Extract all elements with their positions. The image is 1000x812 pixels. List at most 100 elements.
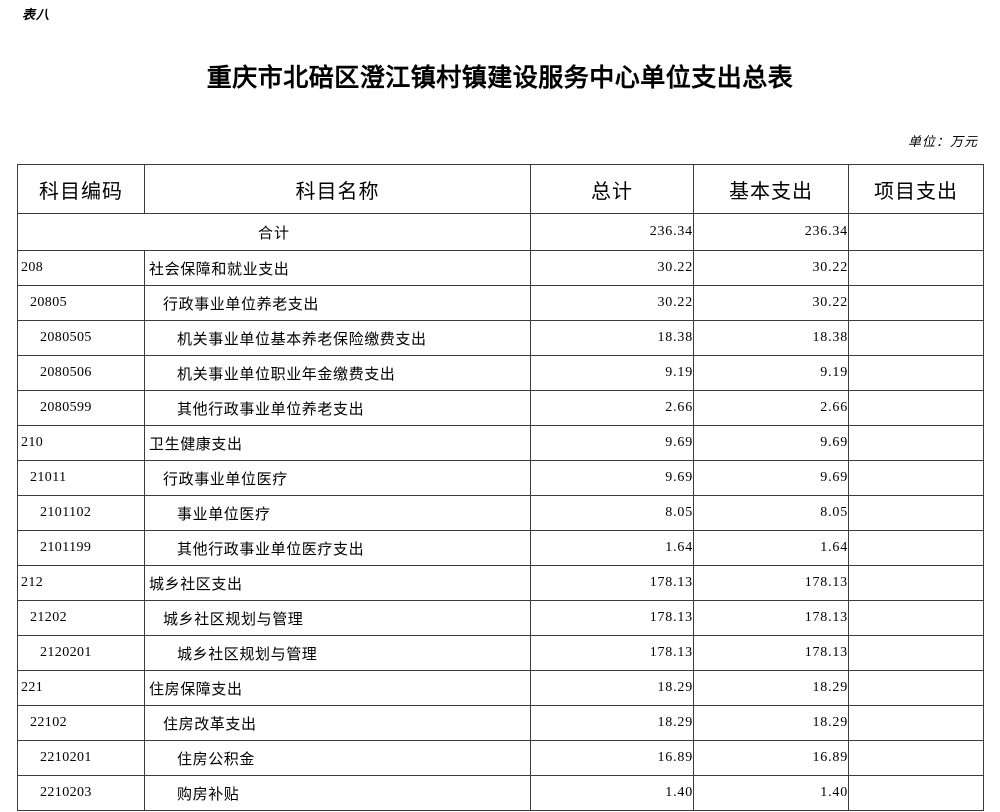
row-name: 住房公积金 <box>144 740 531 776</box>
row-code: 22102 <box>17 705 145 741</box>
row-name: 住房改革支出 <box>144 705 531 741</box>
row-project <box>848 320 984 356</box>
row-basic: 178.13 <box>693 600 849 636</box>
sheet-label: 表八 <box>22 7 51 22</box>
expenditure-summary-table: 科目编码 科目名称 总计 基本支出 项目支出 合计 236.34 236.34 … <box>17 164 984 811</box>
row-code: 210 <box>17 425 145 461</box>
row-total: 1.40 <box>530 775 694 811</box>
total-row-basic: 236.34 <box>693 213 849 251</box>
row-basic: 1.64 <box>693 530 849 566</box>
row-basic: 9.69 <box>693 460 849 496</box>
row-basic: 30.22 <box>693 250 849 286</box>
row-total: 9.69 <box>530 425 694 461</box>
table-row: 2080505 机关事业单位基本养老保险缴费支出 18.38 18.38 <box>17 320 984 356</box>
row-project <box>848 565 984 601</box>
table-row: 2080599 其他行政事业单位养老支出 2.66 2.66 <box>17 390 984 426</box>
row-basic: 9.19 <box>693 355 849 391</box>
row-total: 18.29 <box>530 670 694 706</box>
table-row: 2210203 购房补贴 1.40 1.40 <box>17 775 984 811</box>
row-basic: 178.13 <box>693 635 849 671</box>
row-name: 其他行政事业单位养老支出 <box>144 390 531 426</box>
row-basic: 18.29 <box>693 670 849 706</box>
row-basic: 2.66 <box>693 390 849 426</box>
row-name: 行政事业单位医疗 <box>144 460 531 496</box>
row-code: 221 <box>17 670 145 706</box>
row-name: 机关事业单位职业年金缴费支出 <box>144 355 531 391</box>
row-basic: 18.29 <box>693 705 849 741</box>
row-name: 购房补贴 <box>144 775 531 811</box>
row-name: 卫生健康支出 <box>144 425 531 461</box>
unit-note: 单位：万元 <box>907 134 978 149</box>
row-basic: 8.05 <box>693 495 849 531</box>
budget-table-container: 科目编码 科目名称 总计 基本支出 项目支出 合计 236.34 236.34 … <box>17 164 984 811</box>
column-header-total: 总计 <box>530 164 694 214</box>
row-total: 18.38 <box>530 320 694 356</box>
row-total: 178.13 <box>530 635 694 671</box>
row-project <box>848 390 984 426</box>
table-row: 21011 行政事业单位医疗 9.69 9.69 <box>17 460 984 496</box>
row-name: 行政事业单位养老支出 <box>144 285 531 321</box>
row-code: 20805 <box>17 285 145 321</box>
row-basic: 30.22 <box>693 285 849 321</box>
row-name: 事业单位医疗 <box>144 495 531 531</box>
total-row-label: 合计 <box>17 213 531 251</box>
row-project <box>848 705 984 741</box>
row-project <box>848 775 984 811</box>
row-code: 2101102 <box>17 495 145 531</box>
row-total: 9.69 <box>530 460 694 496</box>
table-row: 2101199 其他行政事业单位医疗支出 1.64 1.64 <box>17 530 984 566</box>
row-total: 30.22 <box>530 285 694 321</box>
column-header-project: 项目支出 <box>848 164 984 214</box>
row-code: 2080506 <box>17 355 145 391</box>
row-name: 社会保障和就业支出 <box>144 250 531 286</box>
table-row: 22102 住房改革支出 18.29 18.29 <box>17 705 984 741</box>
total-row-project <box>848 213 984 251</box>
row-code: 2080599 <box>17 390 145 426</box>
row-total: 30.22 <box>530 250 694 286</box>
row-project <box>848 355 984 391</box>
row-name: 其他行政事业单位医疗支出 <box>144 530 531 566</box>
row-total: 178.13 <box>530 600 694 636</box>
row-project <box>848 600 984 636</box>
row-name: 城乡社区支出 <box>144 565 531 601</box>
table-total-row: 合计 236.34 236.34 <box>17 213 984 251</box>
row-project <box>848 740 984 776</box>
row-total: 2.66 <box>530 390 694 426</box>
column-header-name: 科目名称 <box>144 164 531 214</box>
row-project <box>848 635 984 671</box>
table-row: 212 城乡社区支出 178.13 178.13 <box>17 565 984 601</box>
total-row-total: 236.34 <box>530 213 694 251</box>
row-code: 2080505 <box>17 320 145 356</box>
table-row: 208 社会保障和就业支出 30.22 30.22 <box>17 250 984 286</box>
row-name: 城乡社区规划与管理 <box>144 600 531 636</box>
table-body: 合计 236.34 236.34 208 社会保障和就业支出 30.22 30.22 2… <box>17 213 984 811</box>
row-code: 212 <box>17 565 145 601</box>
table-row: 21202 城乡社区规划与管理 178.13 178.13 <box>17 600 984 636</box>
row-total: 9.19 <box>530 355 694 391</box>
row-project <box>848 670 984 706</box>
table-row: 2101102 事业单位医疗 8.05 8.05 <box>17 495 984 531</box>
row-name: 住房保障支出 <box>144 670 531 706</box>
row-total: 16.89 <box>530 740 694 776</box>
row-basic: 178.13 <box>693 565 849 601</box>
table-row: 2120201 城乡社区规划与管理 178.13 178.13 <box>17 635 984 671</box>
row-code: 21011 <box>17 460 145 496</box>
table-row: 20805 行政事业单位养老支出 30.22 30.22 <box>17 285 984 321</box>
row-total: 178.13 <box>530 565 694 601</box>
table-header-row: 科目编码 科目名称 总计 基本支出 项目支出 <box>17 164 984 214</box>
row-code: 2120201 <box>17 635 145 671</box>
row-name: 机关事业单位基本养老保险缴费支出 <box>144 320 531 356</box>
row-code: 2210201 <box>17 740 145 776</box>
row-total: 8.05 <box>530 495 694 531</box>
table-row: 2080506 机关事业单位职业年金缴费支出 9.19 9.19 <box>17 355 984 391</box>
row-name: 城乡社区规划与管理 <box>144 635 531 671</box>
row-total: 18.29 <box>530 705 694 741</box>
row-code: 21202 <box>17 600 145 636</box>
row-project <box>848 530 984 566</box>
row-project <box>848 495 984 531</box>
row-total: 1.64 <box>530 530 694 566</box>
row-code: 208 <box>17 250 145 286</box>
row-project <box>848 460 984 496</box>
row-basic: 18.38 <box>693 320 849 356</box>
row-code: 2101199 <box>17 530 145 566</box>
